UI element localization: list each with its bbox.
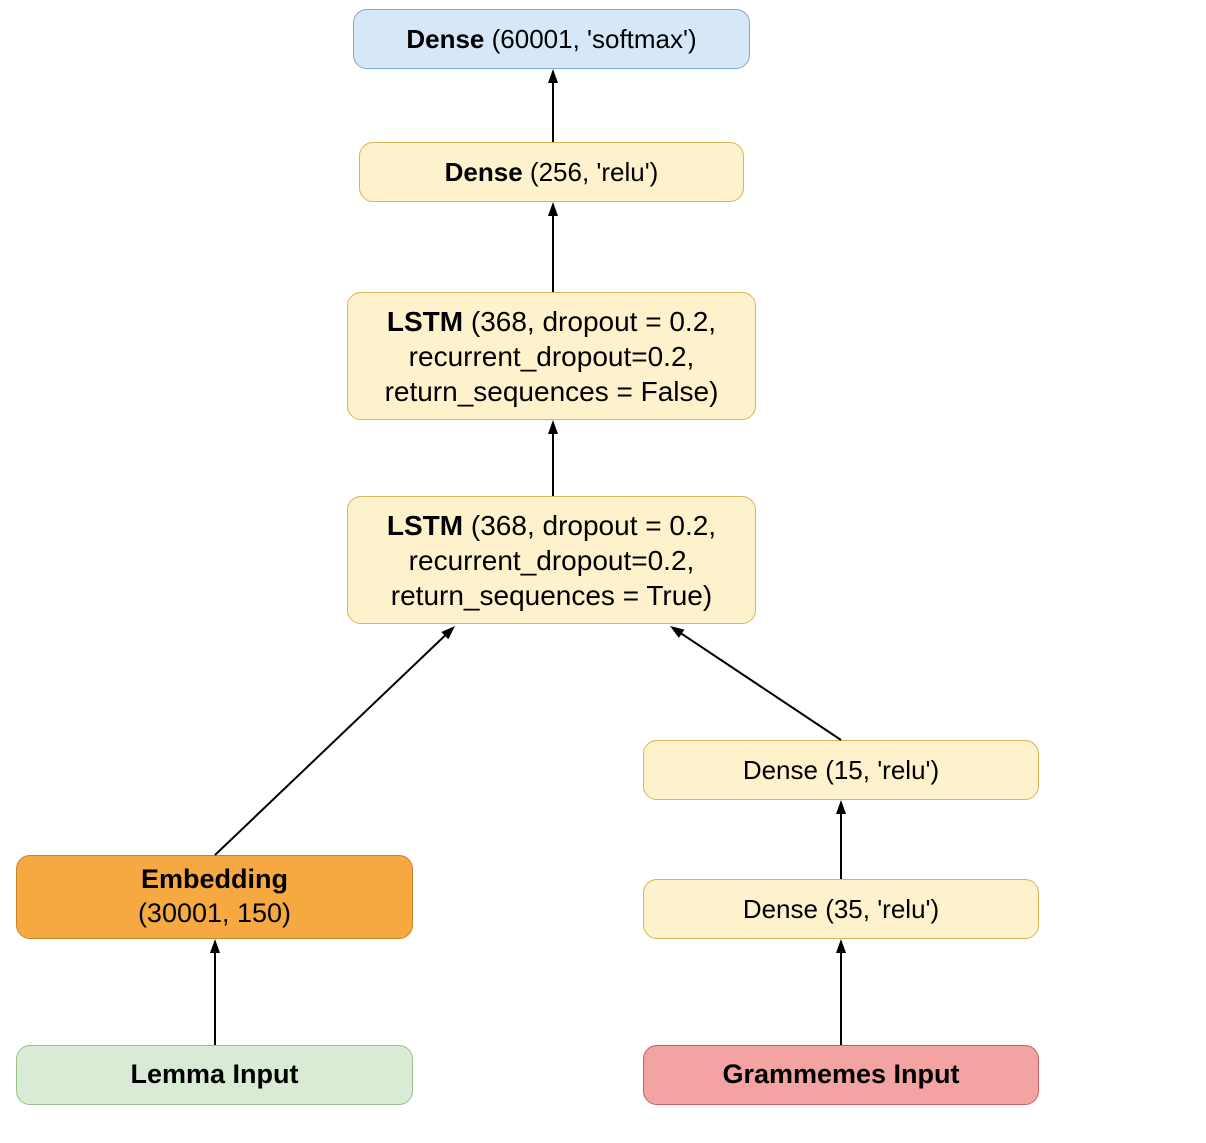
node-dense15: Dense (15, 'relu'): [643, 740, 1039, 800]
l3: return_sequences = True): [391, 580, 712, 611]
node-lemma-input: Lemma Input: [16, 1045, 413, 1105]
node-dense35-label: Dense (35, 'relu'): [743, 893, 939, 926]
node-dense256: Dense (256, 'relu'): [359, 142, 744, 202]
label-rest: (60001, 'softmax'): [484, 24, 696, 54]
node-lstm2: LSTM (368, dropout = 0.2, recurrent_drop…: [347, 292, 756, 420]
node-output-dense-label: Dense (60001, 'softmax'): [406, 23, 696, 56]
node-lstm2-label: LSTM (368, dropout = 0.2, recurrent_drop…: [385, 304, 719, 409]
label-rest: (256, 'relu'): [523, 157, 659, 187]
node-embedding: Embedding (30001, 150): [16, 855, 413, 939]
node-lemma-label: Lemma Input: [130, 1058, 298, 1092]
l1r: (368, dropout = 0.2,: [463, 510, 716, 541]
label-bold: Dense: [445, 157, 523, 187]
l1r: (368, dropout = 0.2,: [463, 306, 716, 337]
node-lstm1-label: LSTM (368, dropout = 0.2, recurrent_drop…: [387, 508, 716, 613]
node-dense256-label: Dense (256, 'relu'): [445, 156, 659, 189]
node-grammemes-input: Grammemes Input: [643, 1045, 1039, 1105]
l2: (30001, 150): [138, 898, 291, 928]
node-dense15-label: Dense (15, 'relu'): [743, 754, 939, 787]
l2: recurrent_dropout=0.2,: [409, 341, 695, 372]
node-grammemes-label: Grammemes Input: [722, 1058, 959, 1092]
node-embedding-label: Embedding (30001, 150): [138, 863, 291, 931]
node-dense35: Dense (35, 'relu'): [643, 879, 1039, 939]
label-bold: Dense: [406, 24, 484, 54]
l3: return_sequences = False): [385, 376, 719, 407]
l1: Embedding: [141, 864, 288, 894]
l2: recurrent_dropout=0.2,: [409, 545, 695, 576]
l1b: LSTM: [387, 510, 463, 541]
node-lstm1: LSTM (368, dropout = 0.2, recurrent_drop…: [347, 496, 756, 624]
l1b: LSTM: [387, 306, 463, 337]
node-output-dense: Dense (60001, 'softmax'): [353, 9, 750, 69]
